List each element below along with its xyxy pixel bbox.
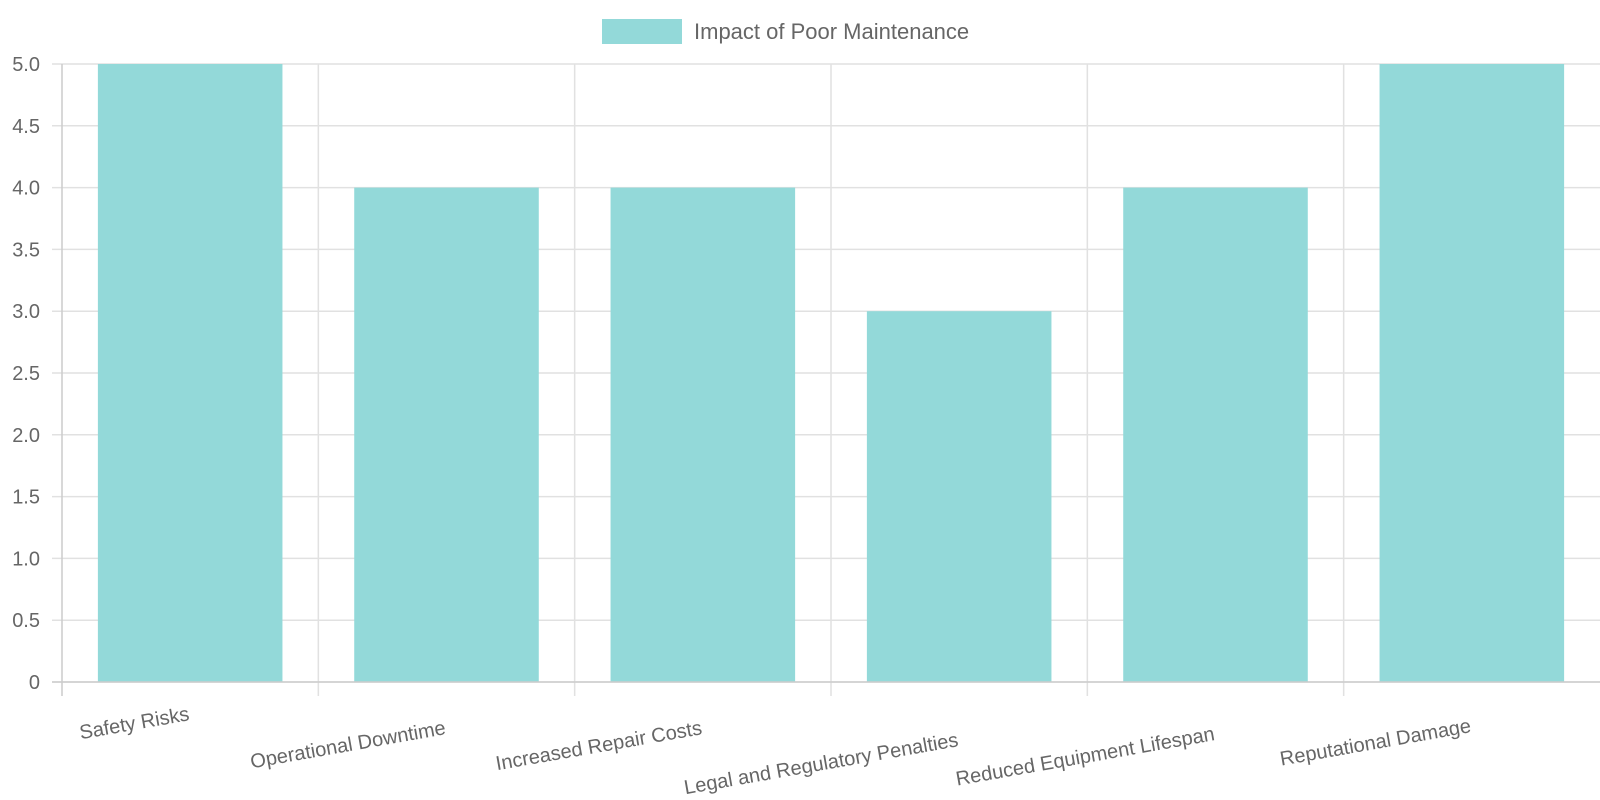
bar xyxy=(610,187,796,682)
bar xyxy=(354,187,539,682)
x-tick-label: Increased Repair Costs xyxy=(494,717,704,775)
y-axis-ticks: 0 0.5 1.0 1.5 2.0 2.5 3.0 3.5 4.0 4.5 5.0 xyxy=(12,54,40,694)
legend-label: Impact of Poor Maintenance xyxy=(694,19,969,44)
y-tick-label: 4.5 xyxy=(12,116,40,138)
y-tick-label: 4.0 xyxy=(12,178,40,200)
legend-swatch xyxy=(602,19,682,44)
y-tick-label: 0.5 xyxy=(12,610,40,632)
y-tick-label: 2.0 xyxy=(12,425,40,447)
y-tick-label: 3.0 xyxy=(12,301,40,323)
bar xyxy=(866,311,1052,682)
bar xyxy=(1123,187,1308,682)
y-tick-label: 3.5 xyxy=(12,239,40,261)
x-tick-label: Legal and Regulatory Penalties xyxy=(682,729,960,799)
y-tick-label: 1.0 xyxy=(12,548,40,570)
gridlines xyxy=(52,63,1600,696)
y-tick-label: 5.0 xyxy=(12,54,40,76)
x-tick-label: Reputational Damage xyxy=(1278,715,1472,770)
x-tick-label: Operational Downtime xyxy=(249,717,448,773)
legend[interactable]: Impact of Poor Maintenance xyxy=(602,19,969,44)
x-tick-label: Reduced Equipment Lifespan xyxy=(954,723,1216,790)
bar xyxy=(97,64,283,682)
bars xyxy=(97,64,1565,682)
axes xyxy=(52,64,1600,696)
y-tick-label: 2.5 xyxy=(12,363,40,385)
x-axis-ticks: Safety Risks Operational Downtime Increase… xyxy=(78,703,1473,799)
x-tick-label: Safety Risks xyxy=(78,703,191,744)
y-tick-label: 1.5 xyxy=(12,487,40,509)
bar xyxy=(1379,64,1565,682)
y-tick-label: 0 xyxy=(29,672,40,694)
